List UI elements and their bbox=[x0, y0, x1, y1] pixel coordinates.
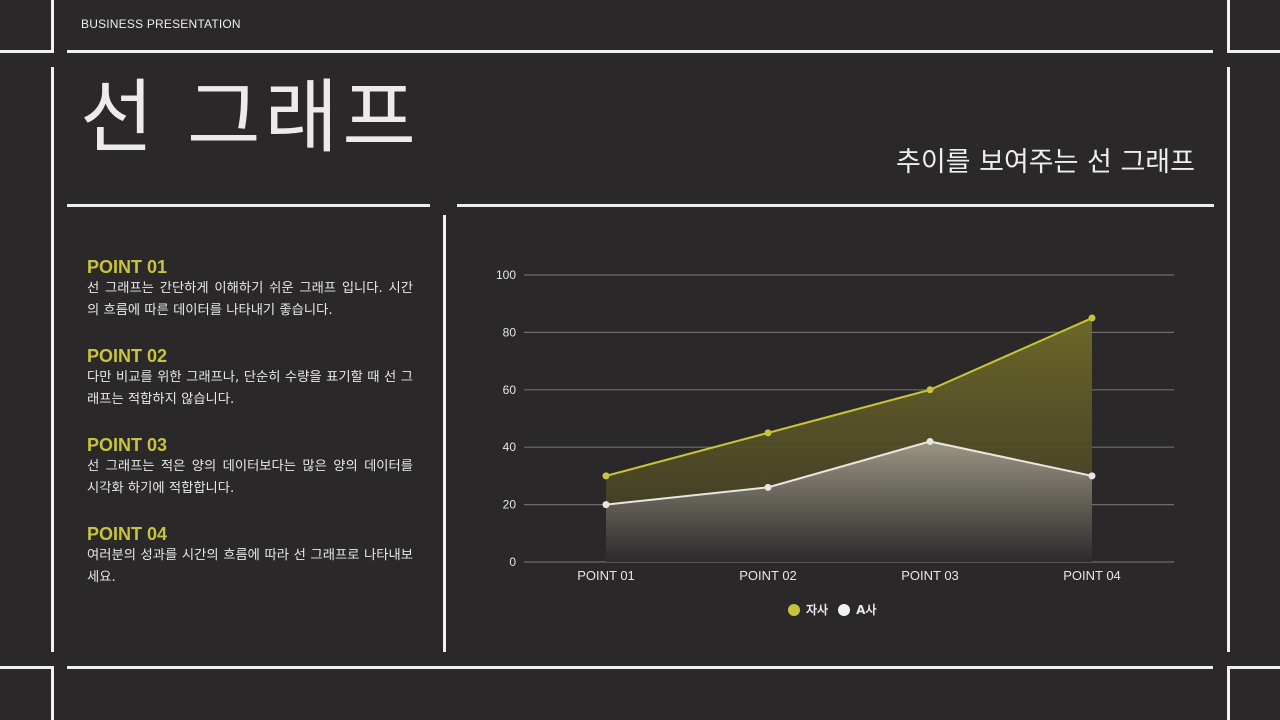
series-line bbox=[605, 317, 1093, 477]
y-tick-label: 60 bbox=[503, 383, 517, 397]
chart-lines bbox=[602, 314, 1096, 509]
frame-corner-tl-v bbox=[51, 0, 54, 53]
divider-center-vertical bbox=[443, 215, 446, 652]
y-tick-label: 20 bbox=[503, 498, 517, 512]
y-tick-label: 0 bbox=[509, 555, 516, 569]
point-heading: POINT 01 bbox=[87, 257, 168, 277]
frame-corner-bl-v bbox=[51, 666, 54, 720]
points-list: POINT 01 선 그래프는 간단하게 이해하기 쉬운 그래프 입니다. 시간… bbox=[87, 256, 413, 612]
data-point bbox=[1088, 472, 1096, 480]
chart-axis-labels: 0 20 40 60 80 100 POINT 01 POINT 02 POINT 03 POIN… bbox=[496, 268, 1121, 583]
frame-right-line bbox=[1227, 67, 1230, 652]
point-body: 선 그래프는 적은 양의 데이터보다는 많은 양의 데이터를 시각화 하기에 적… bbox=[87, 459, 413, 496]
x-tick-label: POINT 04 bbox=[1063, 568, 1121, 583]
y-tick-label: 80 bbox=[503, 325, 517, 339]
chart-legend: 자사 A사 bbox=[788, 601, 876, 618]
point-body: 다만 비교를 위한 그래프나, 단순히 수량을 표기할 때 선 그래프는 적합하… bbox=[87, 370, 413, 407]
line-area-chart: 0 20 40 60 80 100 POINT 01 POINT 02 POINT 03 POIN… bbox=[496, 268, 1174, 583]
data-point bbox=[602, 501, 610, 509]
data-point bbox=[764, 483, 772, 491]
page-title: 선 그래프 bbox=[80, 71, 420, 164]
point-item: POINT 02 다만 비교를 위한 그래프나, 단순히 수량을 표기할 때 선… bbox=[87, 345, 413, 411]
point-heading: POINT 02 bbox=[87, 346, 168, 366]
series-line bbox=[605, 440, 1093, 506]
x-tick-label: POINT 01 bbox=[577, 568, 635, 583]
eyebrow-label: BUSINESS PRESENTATION bbox=[81, 17, 241, 31]
legend-swatch-series-1 bbox=[788, 603, 800, 616]
legend-label-series-2: A사 bbox=[856, 603, 877, 617]
point-body: 선 그래프는 간단하게 이해하기 쉬운 그래프 입니다. 시간의 흐름에 따른 … bbox=[87, 281, 413, 318]
frame-corner-tr-v bbox=[1227, 0, 1230, 53]
x-tick-label: POINT 02 bbox=[739, 568, 797, 583]
series-area bbox=[606, 441, 1092, 562]
frame-corner-br-v bbox=[1227, 666, 1230, 720]
point-item: POINT 03 선 그래프는 적은 양의 데이터보다는 많은 양의 데이터를 … bbox=[87, 434, 413, 500]
frame-corner-bl-h bbox=[0, 666, 54, 669]
y-tick-label: 100 bbox=[496, 268, 516, 282]
frame-corner-tl-h bbox=[0, 50, 54, 53]
divider-right-mid bbox=[457, 204, 1214, 207]
frame-left-line bbox=[51, 67, 54, 652]
data-point bbox=[926, 437, 934, 445]
divider-left-mid bbox=[67, 204, 430, 207]
data-point bbox=[926, 386, 934, 394]
point-body: 여러분의 성과를 시간의 흐름에 따라 선 그래프로 나타내보세요. bbox=[87, 548, 413, 585]
frame-bottom-line bbox=[67, 666, 1213, 669]
y-tick-label: 40 bbox=[503, 440, 517, 454]
point-item: POINT 04 여러분의 성과를 시간의 흐름에 따라 선 그래프로 나타내보… bbox=[87, 523, 413, 589]
legend-swatch-series-2 bbox=[838, 603, 851, 616]
data-point bbox=[602, 472, 610, 480]
point-heading: POINT 03 bbox=[87, 435, 168, 455]
data-point bbox=[764, 429, 772, 437]
point-heading: POINT 04 bbox=[87, 524, 168, 544]
frame-corner-tr-h bbox=[1227, 50, 1280, 53]
point-item: POINT 01 선 그래프는 간단하게 이해하기 쉬운 그래프 입니다. 시간… bbox=[87, 256, 413, 322]
chart-areas bbox=[606, 318, 1092, 562]
x-tick-label: POINT 03 bbox=[901, 568, 959, 583]
legend-label-series-1: 자사 bbox=[806, 603, 829, 617]
frame-corner-br-h bbox=[1227, 666, 1280, 669]
frame-top-line bbox=[67, 50, 1213, 53]
data-point bbox=[1088, 314, 1096, 322]
page-subtitle: 추이를 보여주는 선 그래프 bbox=[896, 147, 1195, 178]
